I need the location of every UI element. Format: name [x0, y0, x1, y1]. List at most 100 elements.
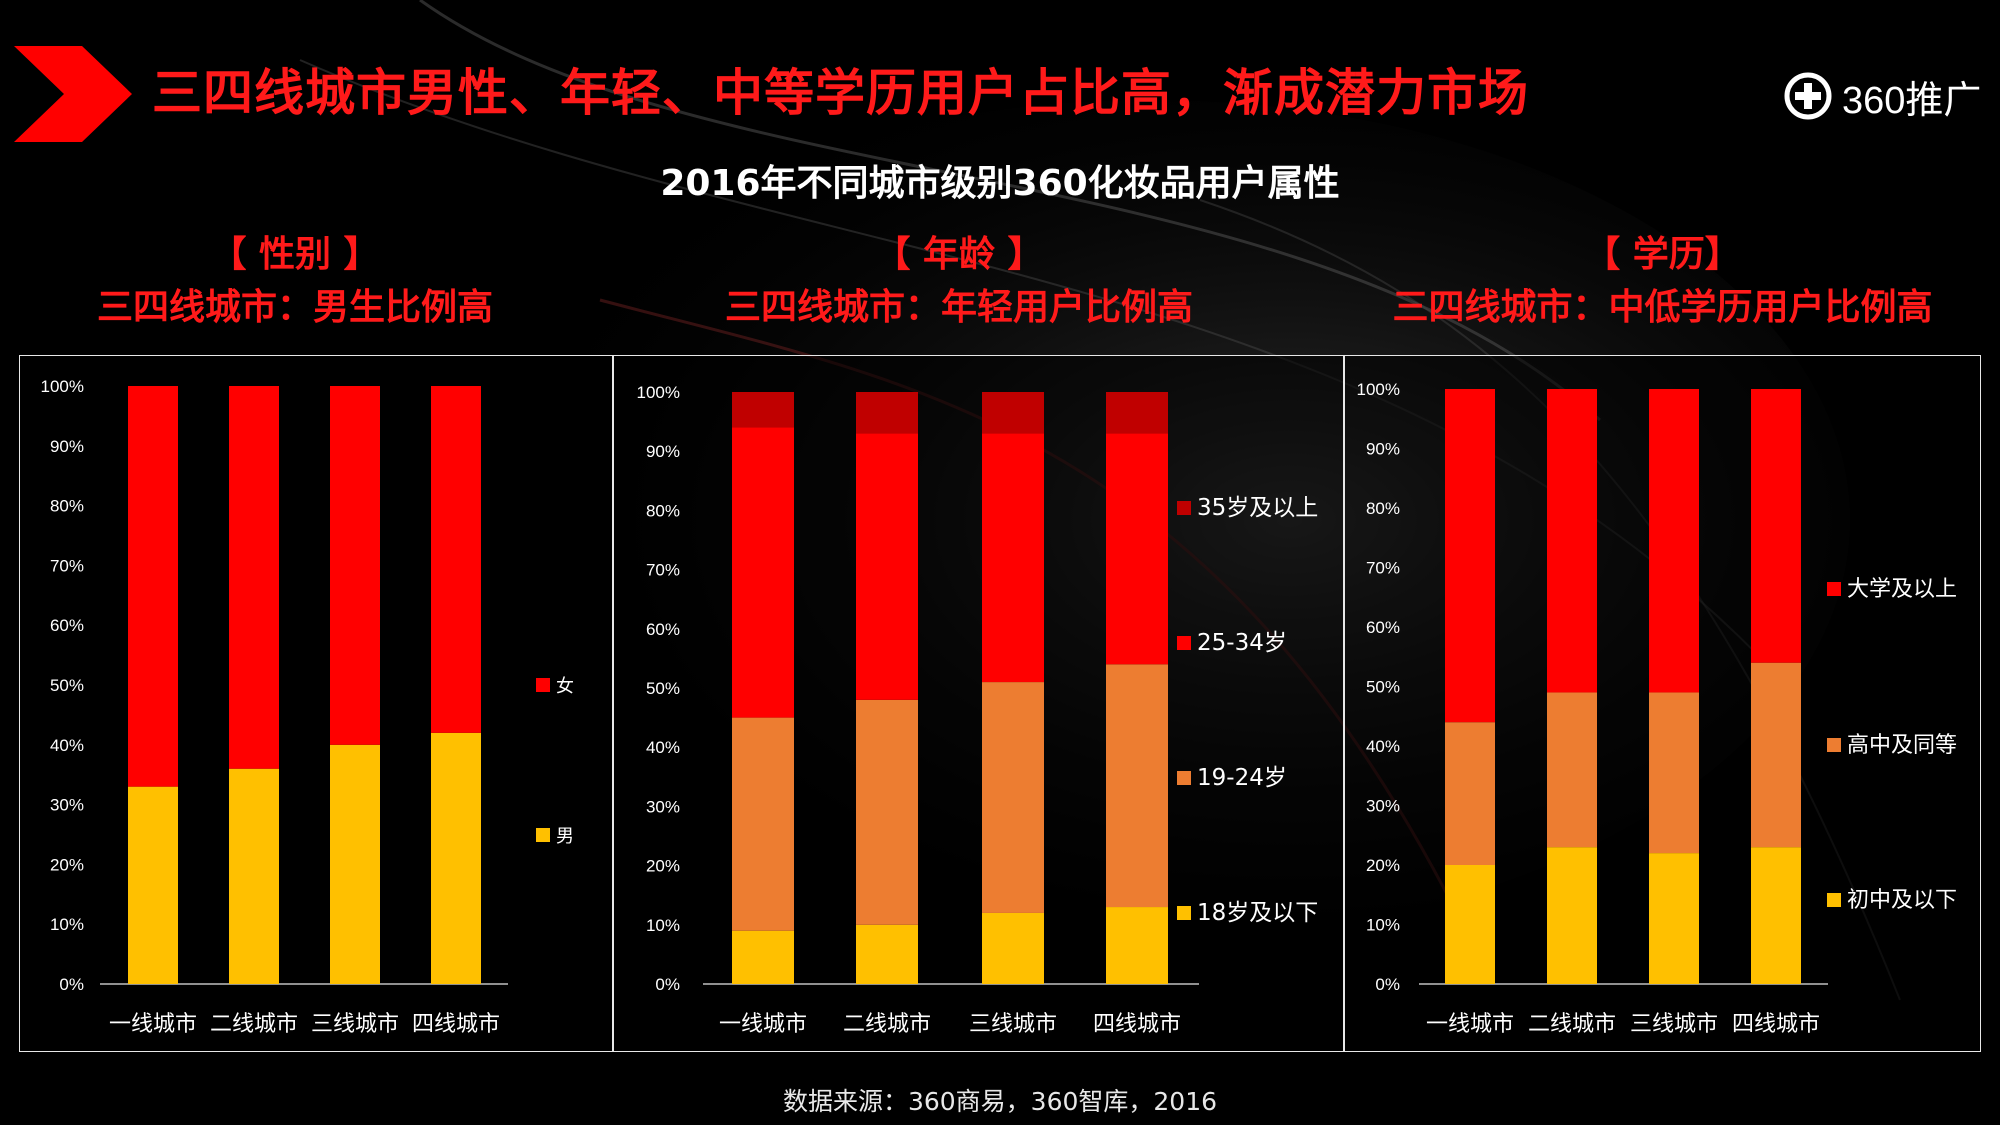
- bar-segment: [732, 427, 794, 718]
- y-tick-label: 10%: [50, 915, 84, 934]
- y-tick-label: 40%: [1366, 737, 1400, 756]
- bar-segment: [229, 768, 279, 984]
- bar-segment: [1445, 389, 1495, 723]
- y-tick-label: 80%: [646, 501, 680, 520]
- section-bracket-label: 【 年龄 】: [874, 234, 1044, 275]
- y-tick-label: 60%: [646, 620, 680, 639]
- y-tick-label: 50%: [646, 679, 680, 698]
- y-tick-label: 70%: [1366, 559, 1400, 578]
- section-bracket-label: 【 学历】: [1584, 234, 1741, 275]
- y-tick-label: 90%: [50, 437, 84, 456]
- bar-segment: [1106, 392, 1168, 434]
- section-headline: 三四线城市：中低学历用户比例高: [1392, 287, 1933, 328]
- bar-segment: [1751, 662, 1801, 848]
- y-tick-label: 100%: [637, 383, 680, 402]
- bar-segment: [330, 386, 380, 745]
- legend-label: 大学及以上: [1847, 577, 1957, 602]
- legend-swatch: [1827, 582, 1841, 596]
- x-category-label: 四线城市: [1732, 1012, 1820, 1037]
- bar-segment: [856, 924, 918, 984]
- y-tick-label: 70%: [646, 561, 680, 580]
- section-label-gender: 【 性别 】 三四线城市：男生比例高: [19, 230, 571, 336]
- header-chevron-icon: [14, 46, 132, 142]
- x-category-label: 一线城市: [1426, 1012, 1514, 1037]
- bar-segment: [1106, 907, 1168, 984]
- bar-segment: [330, 744, 380, 984]
- bar-segment: [1445, 722, 1495, 865]
- bar-segment: [856, 392, 918, 434]
- legend-label: 19-24岁: [1197, 765, 1287, 791]
- legend-swatch: [1177, 906, 1191, 920]
- section-headline: 三四线城市：年轻用户比例高: [724, 287, 1193, 328]
- x-category-label: 一线城市: [109, 1012, 197, 1037]
- bar-segment: [1445, 865, 1495, 984]
- bar-segment: [1649, 692, 1699, 854]
- y-tick-label: 60%: [1366, 618, 1400, 637]
- legend-label: 高中及同等: [1847, 733, 1957, 758]
- legend-swatch: [1827, 893, 1841, 907]
- brand-logo: 360推广: [1784, 68, 1981, 124]
- chart-divider: [1343, 356, 1345, 1051]
- bar-segment: [431, 732, 481, 984]
- y-tick-label: 90%: [646, 442, 680, 461]
- bar-segment: [1106, 433, 1168, 665]
- y-tick-label: 80%: [50, 497, 84, 516]
- bar-segment: [982, 392, 1044, 434]
- section-label-age: 【 年龄 】 三四线城市：年轻用户比例高: [611, 230, 1307, 336]
- legend-label: 18岁及以下: [1197, 900, 1318, 926]
- bar-segment: [982, 433, 1044, 683]
- x-category-label: 二线城市: [843, 1012, 931, 1037]
- bar-segment: [1106, 664, 1168, 908]
- chart-subtitle: 2016年不同城市级别360化妆品用户属性: [660, 163, 1340, 204]
- bar-segment: [732, 930, 794, 984]
- bar-segment: [1751, 389, 1801, 663]
- y-tick-label: 30%: [1366, 797, 1400, 816]
- y-tick-label: 30%: [50, 796, 84, 815]
- chart-divider: [612, 356, 614, 1051]
- legend-swatch: [1827, 738, 1841, 752]
- y-tick-label: 90%: [1366, 440, 1400, 459]
- y-tick-label: 70%: [50, 556, 84, 575]
- x-category-label: 三线城市: [311, 1012, 399, 1037]
- y-tick-label: 30%: [646, 797, 680, 816]
- x-category-label: 三线城市: [1630, 1012, 1718, 1037]
- logo-text: 360推广: [1842, 79, 1982, 122]
- y-tick-label: 0%: [655, 975, 680, 994]
- section-label-education: 【 学历】 三四线城市：中低学历用户比例高: [1344, 230, 1981, 336]
- bar-segment: [732, 717, 794, 931]
- bar-segment: [1751, 847, 1801, 984]
- y-tick-label: 80%: [1366, 499, 1400, 518]
- y-tick-label: 0%: [1375, 975, 1400, 994]
- legend-label: 男: [556, 826, 574, 847]
- y-tick-label: 40%: [646, 738, 680, 757]
- y-tick-label: 40%: [50, 736, 84, 755]
- x-category-label: 三线城市: [969, 1012, 1057, 1037]
- y-tick-label: 20%: [646, 857, 680, 876]
- y-tick-label: 0%: [59, 975, 84, 994]
- y-tick-label: 100%: [41, 377, 84, 396]
- legend-swatch: [536, 828, 550, 842]
- y-tick-label: 20%: [1366, 856, 1400, 875]
- section-bracket-label: 【 性别 】: [210, 234, 380, 275]
- x-category-label: 二线城市: [210, 1012, 298, 1037]
- x-category-label: 一线城市: [719, 1012, 807, 1037]
- x-category-label: 四线城市: [412, 1012, 500, 1037]
- legend-swatch: [1177, 501, 1191, 515]
- bar-segment: [1649, 853, 1699, 984]
- legend-swatch: [1177, 636, 1191, 650]
- bar-segment: [431, 386, 481, 733]
- x-category-label: 二线城市: [1528, 1012, 1616, 1037]
- y-tick-label: 50%: [50, 676, 84, 695]
- legend-label: 女: [556, 676, 574, 697]
- y-tick-label: 60%: [50, 616, 84, 635]
- bar-segment: [732, 392, 794, 428]
- legend-label: 25-34岁: [1197, 630, 1287, 656]
- bar-segment: [982, 912, 1044, 984]
- bar-segment: [982, 682, 1044, 913]
- bar-segment: [128, 386, 178, 787]
- bar-segment: [1547, 389, 1597, 693]
- y-tick-label: 10%: [646, 916, 680, 935]
- charts-svg: 0%10%20%30%40%50%60%70%80%90%100%一线城市 二线城…: [41, 377, 1958, 1037]
- bar-segment: [1547, 692, 1597, 848]
- y-tick-label: 20%: [50, 855, 84, 874]
